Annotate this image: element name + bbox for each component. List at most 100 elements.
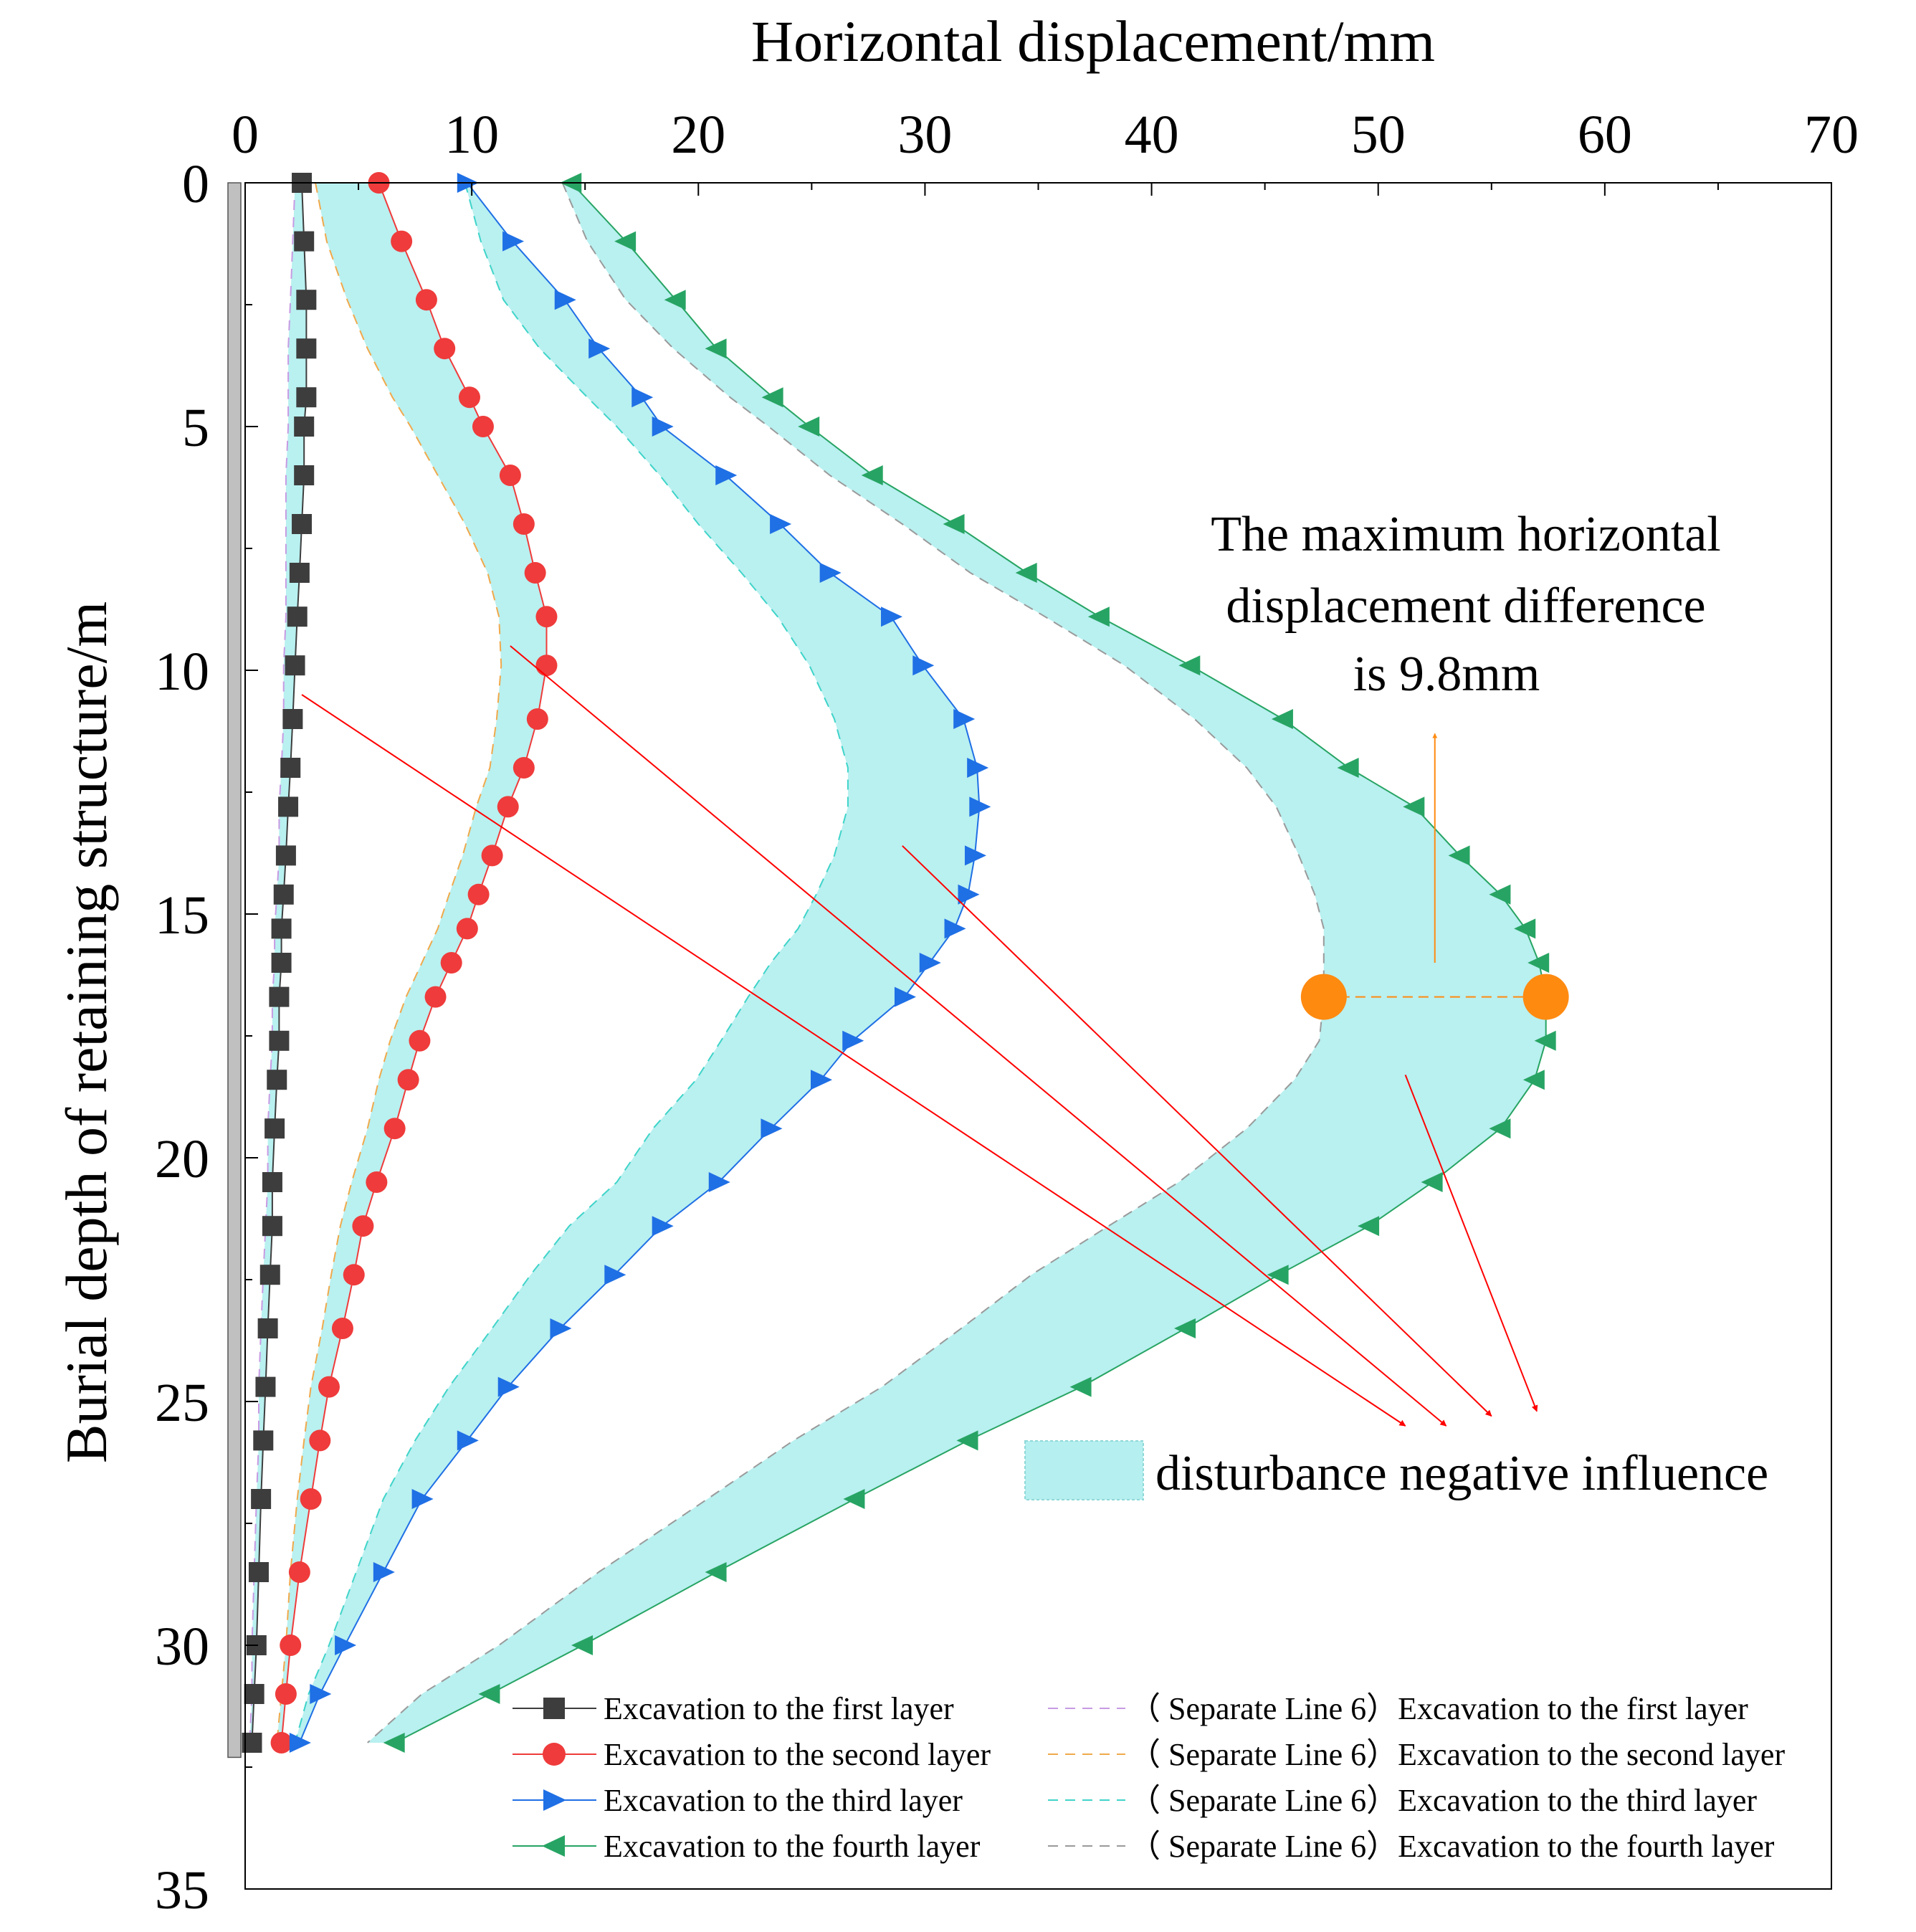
series-3-point — [457, 1430, 479, 1451]
series-2-point — [456, 918, 478, 940]
series-2-point — [352, 1215, 374, 1237]
series-4-point — [571, 1635, 594, 1655]
series-3-point — [652, 417, 674, 437]
legend: Excavation to the first layer Excavation … — [513, 1691, 1785, 1864]
legend-series-marker — [543, 1789, 566, 1811]
series-4-point — [1178, 655, 1201, 676]
series-4-point — [1015, 563, 1037, 583]
series-2-point — [513, 513, 535, 535]
legend-series-label: Excavation to the second layer — [604, 1737, 991, 1772]
series-3-point — [958, 884, 980, 905]
series-3-point — [912, 655, 935, 676]
pointer-arrow-2 — [510, 645, 1447, 1427]
band-legend-label: disturbance negative influence — [1155, 1446, 1768, 1501]
series-3-point — [335, 1635, 357, 1655]
series-3-point — [289, 1733, 311, 1753]
series-3-point — [373, 1562, 395, 1582]
series-1-point — [262, 1216, 282, 1237]
x-tick-label: 70 — [1804, 105, 1859, 165]
y-tick-label: 0 — [182, 154, 209, 214]
annotation-line-3: is 9.8mm — [1353, 647, 1540, 702]
series-3-point — [919, 953, 941, 973]
series-3-point — [554, 290, 576, 310]
difference-end-marker — [1522, 974, 1569, 1020]
band-legend-swatch — [1024, 1440, 1144, 1500]
series-2-point — [309, 1429, 331, 1452]
series-4-point — [478, 1684, 500, 1704]
x-axis-label: Horizontal displacement/mm — [751, 9, 1435, 74]
series-1-point — [271, 953, 292, 973]
series-2-point — [275, 1683, 297, 1705]
series-4-point — [1087, 606, 1110, 627]
series-4-point — [614, 231, 637, 252]
series-4-point — [1403, 796, 1425, 817]
series-2-point — [524, 562, 546, 584]
series-2-point — [481, 844, 503, 867]
series-3-point — [588, 338, 611, 359]
series-3-point — [881, 606, 903, 627]
series-1-point — [285, 655, 305, 676]
y-tick-label: 15 — [155, 885, 209, 946]
series-4-point — [1271, 709, 1293, 729]
series-3-point — [967, 758, 989, 778]
y-tick-label: 5 — [182, 398, 209, 458]
difference-start-marker — [1300, 974, 1347, 1020]
x-tick-label: 60 — [1578, 105, 1632, 165]
series-1-point — [294, 417, 315, 437]
series-2-point — [288, 1561, 310, 1583]
y-tick-label: 10 — [155, 642, 209, 702]
series-1-point — [282, 709, 303, 729]
pointer-arrow-3 — [902, 845, 1492, 1417]
series-1-point — [257, 1318, 278, 1338]
legend-separate-label: （ Separate Line 6）Excavation to the thir… — [1129, 1783, 1757, 1818]
series-2-point — [424, 986, 447, 1008]
series-4-point — [1267, 1265, 1289, 1285]
series-2-point — [343, 1264, 365, 1286]
series-3-point — [631, 387, 654, 408]
series-1-point — [269, 1030, 290, 1051]
series-2-point — [409, 1029, 431, 1052]
series-1-point — [267, 1070, 287, 1090]
legend-series-label: Excavation to the fourth layer — [604, 1829, 981, 1864]
series-4-point — [705, 338, 727, 359]
series-1-point — [292, 514, 313, 534]
band-3 — [295, 183, 980, 1743]
y-tick-label: 30 — [155, 1617, 209, 1677]
series-1-point — [248, 1562, 269, 1582]
series-2-point — [535, 606, 558, 628]
legend-separate-label: （ Separate Line 6）Excavation to the seco… — [1129, 1737, 1785, 1772]
series-2-point — [535, 655, 558, 677]
series-1-point — [287, 606, 308, 627]
series-2-point — [526, 708, 548, 730]
series-3-point — [550, 1318, 572, 1338]
series-4-point — [1448, 845, 1470, 866]
series-2-point — [415, 289, 437, 311]
x-tick-label: 10 — [444, 105, 499, 165]
series-3-point — [310, 1684, 332, 1704]
series-4-point — [843, 1489, 865, 1509]
series-2-point — [467, 883, 490, 905]
separate-line-2 — [276, 182, 502, 1743]
series-2-point — [497, 796, 519, 818]
y-tick-label: 35 — [155, 1860, 209, 1921]
series-3-point — [770, 514, 792, 534]
series-1-point — [280, 758, 301, 778]
pointer-arrow-4 — [1404, 1075, 1538, 1412]
series-4-point — [943, 514, 965, 534]
series-1-point — [294, 465, 315, 485]
legend-series-label: Excavation to the third layer — [604, 1783, 963, 1818]
separate-line-3 — [294, 182, 849, 1743]
series-3-point — [652, 1216, 674, 1237]
series-4-point — [761, 387, 783, 408]
series-3-point — [604, 1265, 626, 1285]
series-3-point — [842, 1030, 864, 1051]
series-2-point — [458, 386, 480, 409]
legend-series-marker — [542, 1835, 565, 1857]
series-3-point — [964, 845, 986, 866]
wall-bar — [227, 182, 242, 1759]
series-1-point — [269, 986, 290, 1007]
series-2-point — [300, 1488, 322, 1510]
series-3-point — [969, 796, 991, 817]
x-tick-label: 50 — [1351, 105, 1406, 165]
series-3-point — [819, 563, 842, 583]
